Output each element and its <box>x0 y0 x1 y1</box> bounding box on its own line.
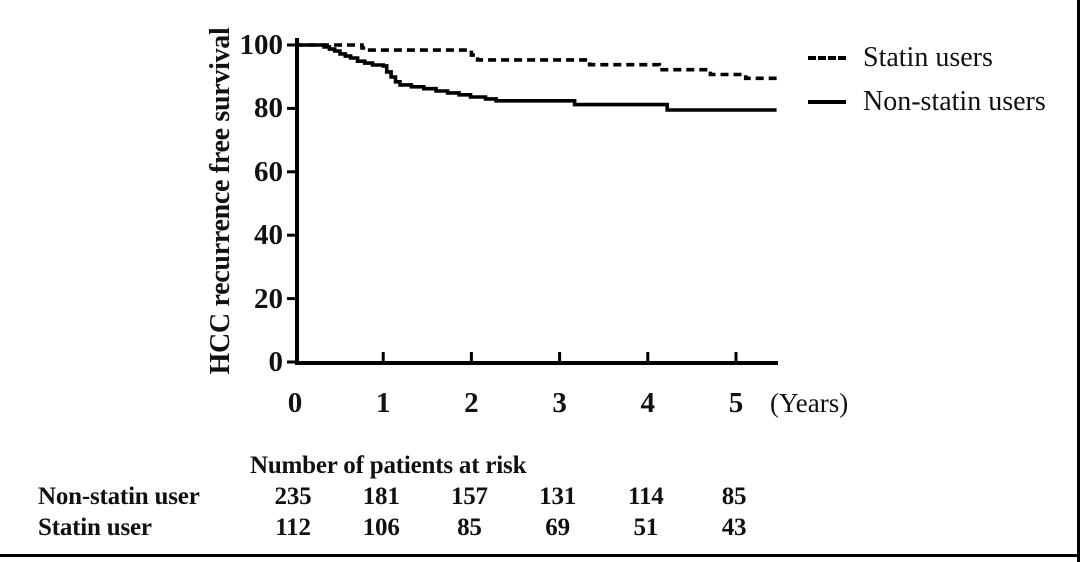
x-tick-label: 1 <box>375 387 391 419</box>
y-tick-label: 0 <box>268 346 284 378</box>
x-axis-unit-label: (Years) <box>770 388 849 418</box>
risk-count-cell: 85 <box>457 514 482 541</box>
risk-count-cell: 131 <box>539 483 577 510</box>
y-tick-label: 80 <box>254 92 283 125</box>
x-tick-label: 4 <box>640 387 656 419</box>
y-tick-label: 20 <box>254 282 283 315</box>
risk-count-cell: 157 <box>450 483 488 510</box>
risk-count-cell: 85 <box>721 483 747 510</box>
legend-label-non-statin-users: Non-statin users <box>863 86 1046 117</box>
y-tick-label: 40 <box>254 219 283 252</box>
x-tick-label: 5 <box>728 387 744 419</box>
risk-count-cell: 235 <box>274 483 312 510</box>
risk-count-cell: 43 <box>721 514 747 541</box>
risk-count-cell: 181 <box>362 483 400 510</box>
risk-count-cell: 114 <box>628 483 664 510</box>
legend-item-non-statin-users: Non-statin users <box>808 80 1046 124</box>
risk-count-cell: 69 <box>545 514 570 541</box>
risk-table-title: Number of patients at risk <box>250 452 527 479</box>
dashed-line-swatch-icon <box>808 56 846 60</box>
risk-row-label-non-statin: Non-statin user <box>38 483 200 510</box>
y-tick-label: 100 <box>239 29 284 61</box>
y-tick-label: 60 <box>254 155 283 188</box>
legend-item-statin-users: Statin users <box>808 36 1046 80</box>
x-tick-label: 2 <box>464 387 479 419</box>
right-edge-line <box>1077 0 1080 562</box>
x-tick-label: 0 <box>287 387 303 419</box>
risk-row-label-statin: Statin user <box>38 514 152 541</box>
bottom-rule <box>0 554 1080 557</box>
risk-count-cell: 106 <box>362 514 400 541</box>
legend-label-statin-users: Statin users <box>863 42 993 73</box>
legend: Statin users Non-statin users <box>808 36 1046 124</box>
solid-line-swatch-icon <box>808 100 846 104</box>
risk-count-cell: 51 <box>633 514 659 541</box>
risk-count-cell: 112 <box>275 514 311 541</box>
x-tick-label: 3 <box>552 387 567 419</box>
